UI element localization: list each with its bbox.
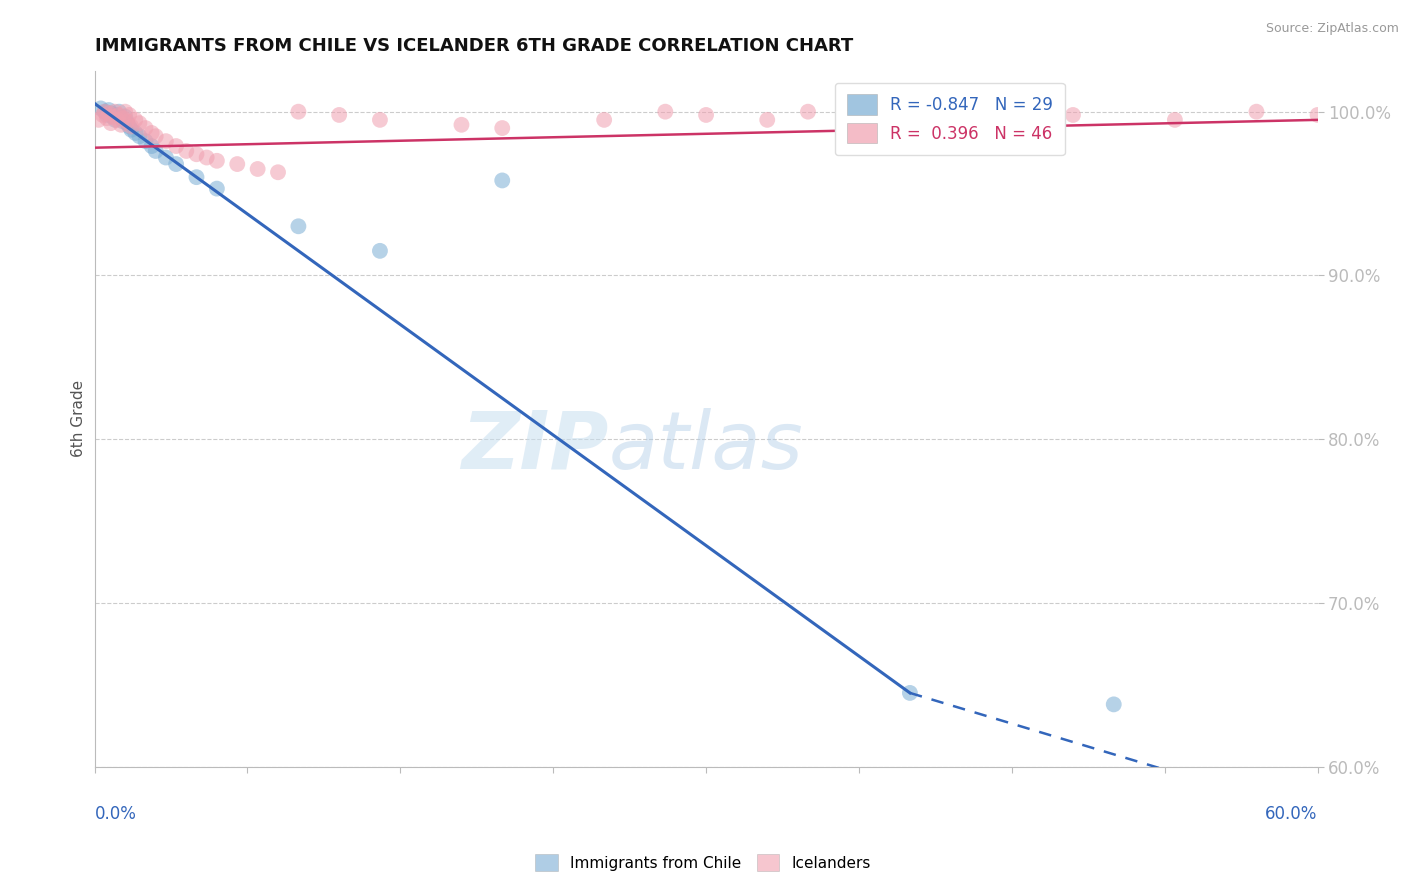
Point [101, 110, 124, 124]
Legend: Immigrants from Chile, Icelanders: Immigrants from Chile, Icelanders [529, 848, 877, 877]
Point [797, 104, 820, 119]
Point [450, 118, 472, 132]
Point [1102, 698, 1125, 712]
Point [100, 106, 122, 120]
Point [267, 165, 290, 179]
Point [195, 151, 218, 165]
Point [105, 112, 128, 127]
Point [100, 116, 122, 130]
Point [756, 112, 779, 127]
Point [96, 108, 118, 122]
Point [491, 121, 513, 136]
Point [90, 102, 112, 116]
Point [124, 126, 146, 140]
Point [939, 104, 962, 119]
Point [120, 120, 142, 134]
Point [368, 112, 391, 127]
Point [491, 173, 513, 187]
Point [112, 114, 135, 128]
Point [105, 108, 128, 122]
Point [205, 153, 228, 168]
Point [1062, 108, 1084, 122]
Point [94, 104, 117, 119]
Point [205, 181, 228, 195]
Point [226, 157, 249, 171]
Point [155, 151, 177, 165]
Point [128, 116, 150, 130]
Point [101, 110, 124, 124]
Text: IMMIGRANTS FROM CHILE VS ICELANDER 6TH GRADE CORRELATION CHART: IMMIGRANTS FROM CHILE VS ICELANDER 6TH G… [94, 37, 853, 55]
Point [898, 686, 921, 700]
Text: 60.0%: 60.0% [1265, 805, 1317, 823]
Point [118, 120, 141, 134]
Point [115, 114, 138, 128]
Point [94, 104, 117, 119]
Point [97, 106, 120, 120]
Point [155, 134, 177, 148]
Text: atlas: atlas [609, 408, 803, 485]
Text: ZIP: ZIP [461, 408, 609, 485]
Point [1306, 108, 1329, 122]
Point [593, 112, 616, 127]
Point [124, 112, 146, 127]
Point [104, 104, 127, 119]
Point [110, 112, 132, 126]
Point [141, 126, 163, 140]
Point [135, 134, 157, 148]
Point [96, 112, 118, 126]
Point [135, 121, 157, 136]
Point [145, 144, 167, 158]
Point [104, 112, 127, 127]
Legend: R = -0.847   N = 29, R =  0.396   N = 46: R = -0.847 N = 29, R = 0.396 N = 46 [835, 83, 1064, 155]
Point [287, 219, 309, 234]
Point [108, 108, 131, 122]
Point [176, 144, 198, 158]
Point [1246, 104, 1268, 119]
Point [165, 157, 187, 171]
Point [654, 104, 676, 119]
Point [120, 122, 142, 136]
Point [368, 244, 391, 258]
Point [186, 170, 208, 185]
Text: Source: ZipAtlas.com: Source: ZipAtlas.com [1265, 22, 1399, 36]
Point [115, 116, 138, 130]
Y-axis label: 6th Grade: 6th Grade [72, 380, 86, 458]
Point [141, 139, 163, 153]
Point [695, 108, 717, 122]
Point [186, 147, 208, 161]
Point [110, 118, 132, 132]
Point [858, 110, 880, 124]
Point [128, 129, 150, 144]
Point [1164, 112, 1187, 127]
Point [91, 108, 114, 122]
Point [145, 129, 167, 144]
Point [87, 112, 110, 127]
Point [165, 139, 187, 153]
Point [97, 103, 120, 117]
Point [287, 104, 309, 119]
Point [108, 104, 131, 119]
Text: 0.0%: 0.0% [94, 805, 136, 823]
Point [328, 108, 350, 122]
Point [112, 112, 135, 126]
Point [246, 161, 269, 176]
Point [118, 108, 141, 122]
Point [114, 104, 136, 119]
Point [114, 110, 136, 124]
